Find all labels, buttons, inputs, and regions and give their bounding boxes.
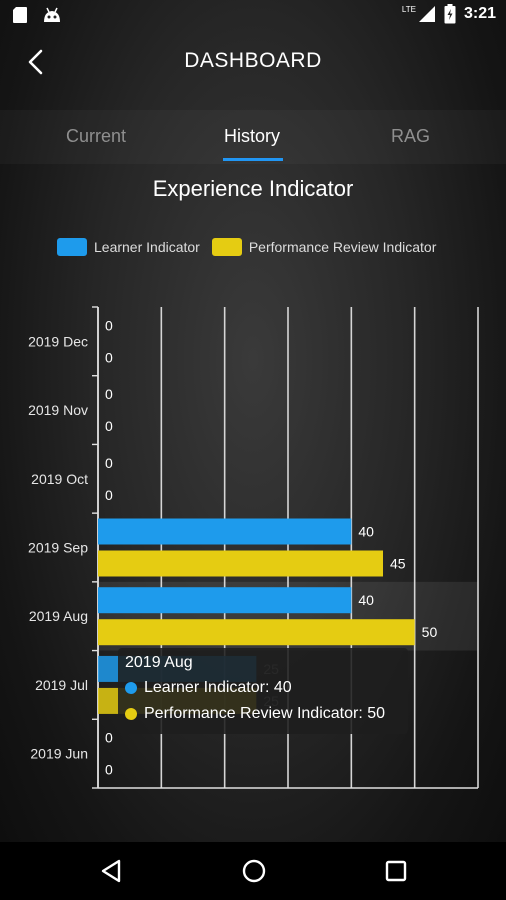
network-type-label: LTE [401,4,416,14]
active-tab-indicator [223,158,283,161]
status-bar: LTE 3:21 [0,0,506,32]
legend-swatch-learner [57,238,87,256]
tooltip-title: 2019 Aug [125,654,193,671]
data-label: 40 [358,592,374,608]
data-label: 40 [358,524,374,540]
circle-home-icon [242,859,266,883]
data-label: 0 [105,487,113,503]
page-title: DASHBOARD [184,49,322,72]
data-label: 0 [105,349,113,365]
tab-bar: Current History RAG [0,110,506,164]
bar-learner [98,587,352,614]
y-tick-label: 2019 Aug [29,608,88,624]
legend-label-learner: Learner Indicator [94,239,200,255]
nav-back-button[interactable] [97,856,127,886]
chart-legend: Learner Indicator Performance Review Ind… [57,236,448,258]
y-tick-label: 2019 Nov [28,402,88,418]
android-icon [44,7,60,22]
chart-title: Experience Indicator [152,176,354,201]
y-tick-label: 2019 Sep [28,540,88,556]
app-bar: DASHBOARD [0,32,506,92]
nav-home-button[interactable] [239,856,269,886]
data-label: 0 [105,317,113,333]
data-label: 0 [105,762,113,778]
tooltip-row-performance: Performance Review Indicator: 50 [125,705,385,723]
tab-rag[interactable]: RAG [391,126,431,146]
chart-tooltip: 2019 Aug Learner Indicator: 40 Performan… [118,648,408,734]
sd-card-icon [13,7,27,23]
legend-label-performance: Performance Review Indicator [248,239,437,255]
y-tick-label: 2019 Jun [30,746,88,762]
triangle-back-icon [101,859,121,883]
signal-icon [418,6,435,22]
data-label: 0 [105,418,113,434]
back-button[interactable] [14,44,54,80]
status-time: 3:21 [463,5,496,22]
legend-swatch-performance [211,238,242,256]
tooltip-label-learner: Learner Indicator: 40 [144,679,292,696]
system-nav-bar [0,842,506,900]
legend-item-performance[interactable]: Performance Review Indicator [211,238,437,256]
y-tick-label: 2019 Jul [35,677,88,693]
y-tick-label: 2019 Dec [28,333,88,349]
square-recents-icon [385,860,407,882]
chevron-left-icon [28,49,43,75]
tooltip-row-learner: Learner Indicator: 40 [125,679,292,697]
bar-performance [98,550,383,577]
data-label: 0 [105,386,113,402]
bar-performance [98,619,415,646]
tooltip-dot-learner [125,682,137,694]
legend-item-learner[interactable]: Learner Indicator [57,238,200,256]
data-label: 0 [105,730,113,746]
tooltip-label-performance: Performance Review Indicator: 50 [144,705,385,722]
y-tick-label: 2019 Oct [31,471,88,487]
tab-history[interactable]: History [224,126,281,146]
tooltip-dot-performance [125,708,137,720]
data-label: 50 [422,624,438,640]
tab-current[interactable]: Current [66,126,127,146]
nav-recents-button[interactable] [381,856,411,886]
data-label: 45 [390,556,406,572]
data-label: 0 [105,455,113,471]
battery-icon [444,4,456,24]
bar-learner [98,518,352,545]
